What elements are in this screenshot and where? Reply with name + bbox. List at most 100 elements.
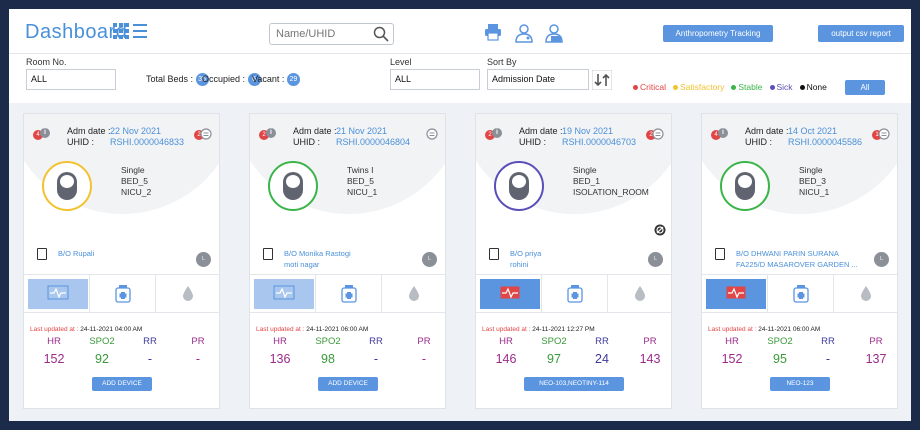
vital-value-pr: 143 bbox=[639, 352, 661, 366]
vital-header-pr: PR bbox=[191, 336, 205, 347]
chat-icon[interactable] bbox=[426, 128, 438, 140]
search-icon[interactable] bbox=[373, 26, 389, 42]
output-csv-button[interactable]: output csv report bbox=[818, 25, 904, 42]
chat-icon[interactable] bbox=[878, 128, 890, 140]
medicine-tab[interactable] bbox=[768, 275, 834, 312]
bed-info: Single BED_1 ISOLATION_ROOM bbox=[573, 165, 649, 198]
patient-address: FA225/D MASAROVER GARDEN ... bbox=[736, 260, 858, 269]
filter-bar: Room No. ALL Level ALL Sort By Admission… bbox=[9, 53, 911, 103]
patient-name[interactable]: B/O Rupali bbox=[58, 248, 94, 259]
alert-count-badge[interactable]: 2 bbox=[485, 130, 495, 140]
room-no-label: Room No. bbox=[26, 57, 67, 67]
legend-item-none[interactable]: None bbox=[799, 82, 827, 92]
legend-item-critical[interactable]: Critical bbox=[633, 82, 666, 92]
message-count-badge[interactable]: 2 bbox=[194, 130, 204, 140]
sort-icon[interactable] bbox=[592, 70, 612, 90]
anthropometry-tracking-button[interactable]: Anthropometry Tracking bbox=[663, 25, 773, 42]
legend-dot bbox=[633, 85, 638, 91]
alert-count-badge[interactable]: 4 bbox=[711, 130, 721, 140]
baby-status-ring[interactable] bbox=[42, 161, 92, 211]
room-name: NICU_1 bbox=[347, 187, 378, 197]
baby-status-ring[interactable] bbox=[720, 161, 770, 211]
monitor-icon bbox=[499, 285, 521, 300]
adm-labels: Adm date : UHID : bbox=[519, 126, 563, 148]
sort-select[interactable]: Admission Date bbox=[487, 69, 589, 90]
chat-icon[interactable] bbox=[652, 128, 664, 140]
medicine-icon bbox=[793, 285, 809, 303]
level-button[interactable]: L bbox=[196, 252, 211, 267]
legend-item-stable[interactable]: Stable bbox=[731, 82, 763, 92]
vital-header-spo2: SPO2 bbox=[541, 336, 567, 347]
medicine-tab[interactable] bbox=[542, 275, 608, 312]
message-count-badge[interactable]: 1 bbox=[872, 130, 882, 140]
device-button[interactable]: NEO-123 bbox=[770, 377, 830, 391]
print-icon[interactable] bbox=[484, 23, 502, 41]
device-button[interactable]: ADD DEVICE bbox=[318, 377, 378, 391]
monitor-tab[interactable] bbox=[24, 275, 90, 312]
bed-type: Twins I bbox=[347, 165, 374, 175]
all-button[interactable]: All bbox=[845, 80, 885, 95]
info-icon[interactable]: i bbox=[266, 128, 276, 138]
vital-header-rr: RR bbox=[143, 336, 157, 347]
bed-info: Single BED_3 NICU_1 bbox=[799, 165, 829, 198]
info-icon[interactable]: i bbox=[718, 128, 728, 138]
monitor-tab[interactable] bbox=[250, 275, 316, 312]
doctor-icon[interactable] bbox=[514, 23, 534, 43]
monitor-tab[interactable] bbox=[476, 275, 542, 312]
room-name: NICU_1 bbox=[799, 187, 830, 197]
app-frame: Dashboard Anthro bbox=[9, 9, 911, 421]
level-button[interactable]: L bbox=[648, 252, 663, 267]
fluid-tab[interactable] bbox=[608, 275, 671, 312]
legend-item-sick[interactable]: Sick bbox=[769, 82, 793, 92]
patient-name[interactable]: B/O Monika Rastogi moti nagar bbox=[284, 248, 351, 270]
monitor-tab[interactable] bbox=[702, 275, 768, 312]
level-button[interactable]: L bbox=[874, 252, 889, 267]
chat-icon[interactable] bbox=[200, 128, 212, 140]
total-beds-label: Total Beds : bbox=[146, 73, 194, 84]
patient-name[interactable]: B/O priya rohini bbox=[510, 248, 541, 270]
grid-view-icon[interactable] bbox=[113, 23, 147, 39]
alert-count-badge[interactable]: 4 bbox=[33, 130, 43, 140]
search-input[interactable] bbox=[276, 26, 370, 42]
baby-status-ring[interactable] bbox=[494, 161, 544, 211]
fluid-tab[interactable] bbox=[156, 275, 219, 312]
legend-item-satisfactory[interactable]: Satisfactory bbox=[672, 82, 724, 92]
uhid-value: RSHI.0000046833 bbox=[110, 137, 185, 147]
info-icon[interactable]: i bbox=[40, 128, 50, 138]
vital-value-spo2: 92 bbox=[95, 352, 109, 366]
vital-header-pr: PR bbox=[869, 336, 883, 347]
patient-name-line1: B/O DHWANI PARIN SURANA bbox=[736, 249, 839, 258]
device-button[interactable]: ADD DEVICE bbox=[92, 377, 152, 391]
patient-card[interactable]: 4 i 1 Adm date : UHID :14 Oct 2021 RSHI.00000… bbox=[701, 113, 898, 409]
level-button[interactable]: L bbox=[422, 252, 437, 267]
adm-date-label: Adm date : bbox=[293, 126, 337, 136]
patient-name-line1: B/O Monika Rastogi bbox=[284, 249, 351, 258]
adm-date-value: 21 Nov 2021 bbox=[336, 126, 388, 136]
adm-date-value: 19 Nov 2021 bbox=[562, 126, 614, 136]
patient-card[interactable]: 2 i Adm date : UHID :21 Nov 2021 RSHI.000004… bbox=[249, 113, 446, 409]
info-icon[interactable]: i bbox=[492, 128, 502, 138]
message-count-badge[interactable]: 2 bbox=[646, 130, 656, 140]
vital-value-rr: - bbox=[373, 352, 379, 366]
occupied-label: Occupied : bbox=[202, 73, 246, 84]
search-box[interactable] bbox=[269, 23, 394, 45]
patient-name[interactable]: B/O DHWANI PARIN SURANA FA225/D MASAROVER… bbox=[736, 248, 858, 270]
room-select[interactable]: ALL bbox=[26, 69, 116, 90]
vital-header-hr: HR bbox=[47, 336, 61, 347]
monitor-icon bbox=[47, 285, 69, 300]
bed-info: Twins I BED_5 NICU_1 bbox=[347, 165, 377, 198]
device-button[interactable]: NEO-103,NEOTINY-114 bbox=[524, 377, 624, 391]
level-label: Level bbox=[390, 57, 412, 67]
patient-card[interactable]: 2 i 2 Adm date : UHID :19 Nov 2021 RSHI.00000… bbox=[475, 113, 672, 409]
medicine-tab[interactable] bbox=[90, 275, 156, 312]
last-updated-label: Last updated at : bbox=[30, 326, 79, 333]
level-select[interactable]: ALL bbox=[390, 69, 480, 90]
fluid-tab[interactable] bbox=[382, 275, 445, 312]
patient-card[interactable]: 4 i 2 Adm date : UHID :22 Nov 2021 RSHI.00000… bbox=[23, 113, 220, 409]
user-report-icon[interactable] bbox=[543, 23, 565, 43]
uhid-label: UHID : bbox=[67, 137, 94, 147]
medicine-tab[interactable] bbox=[316, 275, 382, 312]
baby-status-ring[interactable] bbox=[268, 161, 318, 211]
alert-count-badge[interactable]: 2 bbox=[259, 130, 269, 140]
fluid-tab[interactable] bbox=[834, 275, 897, 312]
